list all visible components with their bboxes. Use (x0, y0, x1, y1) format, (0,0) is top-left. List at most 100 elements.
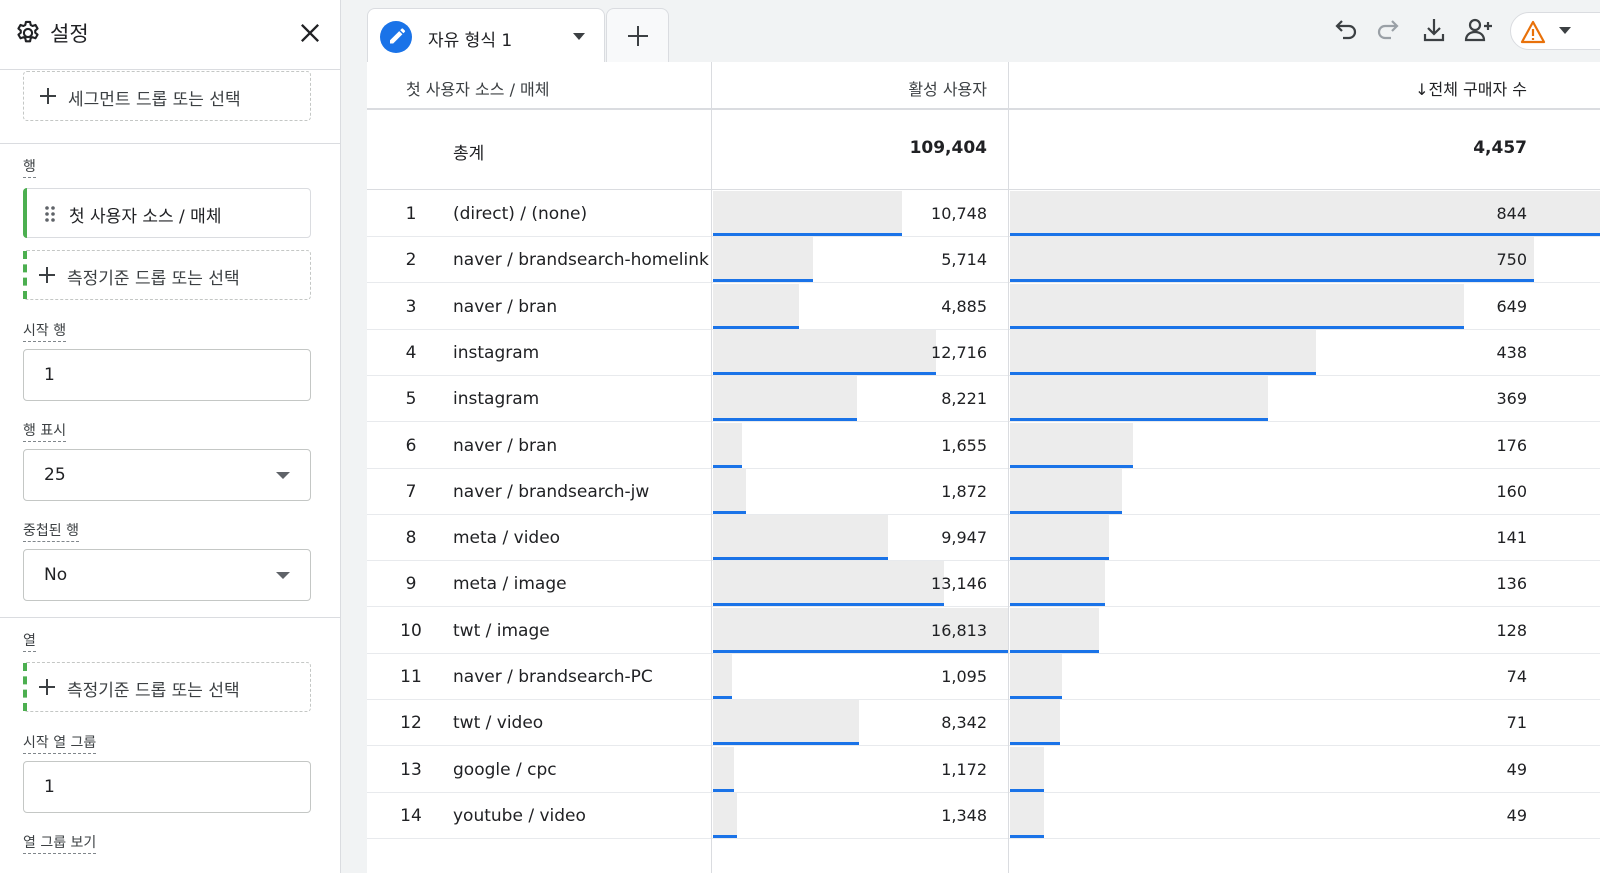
rows-label: 행 (23, 158, 36, 178)
buyers-bar (1010, 422, 1134, 468)
active-users-bar (713, 283, 799, 329)
table-row[interactable]: 6 naver / bran 1,655 176 (367, 422, 1600, 469)
active-users-bar (713, 515, 888, 561)
row-source-medium: naver / bran (453, 435, 558, 456)
row-buyers: 71 (1506, 713, 1527, 733)
buyers-bar (1010, 792, 1045, 838)
row-number: 2 (405, 250, 417, 271)
row-buyers: 369 (1496, 389, 1527, 409)
row-number: 7 (405, 481, 417, 502)
row-active-users: 1,095 (941, 667, 987, 686)
row-active-users: 1,172 (941, 759, 987, 779)
column-metric-drop-label: 측정기준 드롭 또는 선택 (67, 681, 240, 701)
table-row[interactable]: 2 naver / brandsearch-homelink 5,714 750 (367, 237, 1600, 284)
column-divider (1008, 62, 1009, 873)
warning-button[interactable] (1510, 12, 1600, 50)
row-number: 1 (405, 204, 417, 224)
active-users-bar (713, 561, 944, 607)
start-column-group-label: 시작 열 그룹 (23, 734, 97, 754)
table-row[interactable]: 14 youtube / video 1,348 49 (367, 792, 1600, 839)
row-number: 14 (400, 805, 422, 826)
show-rows-select[interactable]: 25 (23, 449, 311, 501)
table-row[interactable]: 5 instagram 8,221 369 (367, 376, 1600, 423)
nested-rows-label: 중첩된 행 (23, 522, 79, 542)
row-buyers: 136 (1496, 574, 1527, 594)
table-row[interactable]: 12 twt / video 8,342 71 (367, 700, 1600, 747)
table-row[interactable]: 13 google / cpc 1,172 49 (367, 746, 1600, 793)
buyers-column-header[interactable]: ↓전체 구매자 수 (1415, 80, 1527, 99)
panel-title: 설정 (50, 22, 89, 46)
total-row: 총계 109,404 4,457 (367, 112, 1600, 190)
active-users-bar (713, 607, 1008, 653)
row-buyers: 128 (1496, 620, 1527, 640)
segment-drop-label: 세그먼트 드롭 또는 선택 (68, 90, 241, 110)
add-tab-button[interactable] (606, 8, 669, 62)
row-number: 8 (405, 528, 417, 549)
chevron-down-icon[interactable] (573, 33, 585, 40)
table-row[interactable]: 4 instagram 12,716 438 (367, 329, 1600, 376)
table-row[interactable]: 1 (direct) / (none) 10,748 844 (367, 191, 1600, 237)
column-metric-drop-zone[interactable]: 측정기준 드롭 또는 선택 (23, 662, 311, 712)
show-rows-label: 행 표시 (23, 422, 67, 442)
table-row[interactable]: 9 meta / image 13,146 136 (367, 561, 1600, 608)
pencil-icon[interactable] (380, 21, 412, 53)
active-users-bar (713, 237, 814, 283)
dimension-column-header[interactable]: 첫 사용자 소스 / 매체 (406, 80, 550, 99)
row-source-medium: youtube / video (453, 805, 586, 826)
table-row[interactable]: 7 naver / brandsearch-jw 1,872 160 (367, 468, 1600, 515)
start-column-group-input[interactable]: 1 (23, 761, 311, 813)
row-source-medium: naver / bran (453, 296, 558, 317)
row-number: 13 (400, 759, 422, 780)
table-row[interactable]: 10 twt / image 16,813 128 (367, 607, 1600, 654)
active-users-column-header[interactable]: 활성 사용자 (908, 80, 987, 99)
row-dimension-chip[interactable]: 첫 사용자 소스 / 매체 (23, 188, 311, 238)
row-dimension-label: 첫 사용자 소스 / 매체 (69, 207, 222, 227)
active-users-bar (713, 191, 902, 236)
gear-icon (17, 20, 39, 43)
nested-rows-value: No (44, 565, 68, 585)
row-active-users: 9,947 (941, 528, 987, 548)
undo-icon[interactable] (1328, 14, 1360, 46)
download-icon[interactable] (1418, 14, 1450, 46)
row-metric-drop-label: 측정기준 드롭 또는 선택 (67, 269, 240, 289)
start-row-value: 1 (44, 365, 55, 385)
active-users-bar (713, 376, 858, 422)
data-table: 첫 사용자 소스 / 매체 활성 사용자 ↓전체 구매자 수 총계 109,40… (367, 62, 1600, 873)
row-source-medium: (direct) / (none) (453, 204, 588, 224)
divider (0, 143, 341, 144)
add-person-icon[interactable] (1462, 14, 1494, 46)
redo-icon[interactable] (1374, 14, 1406, 46)
row-source-medium: google / cpc (453, 759, 557, 780)
table-row[interactable]: 8 meta / video 9,947 141 (367, 515, 1600, 562)
chevron-down-icon (1559, 27, 1571, 34)
start-row-label: 시작 행 (23, 322, 67, 342)
row-metric-drop-zone[interactable]: 측정기준 드롭 또는 선택 (23, 250, 311, 300)
row-number: 9 (405, 574, 417, 595)
buyers-bar (1010, 607, 1100, 653)
nested-rows-select[interactable]: No (23, 549, 311, 601)
start-row-input[interactable]: 1 (23, 349, 311, 401)
buyers-bar (1010, 237, 1535, 283)
row-source-medium: instagram (453, 389, 540, 410)
row-source-medium: naver / brandsearch-homelink (453, 250, 709, 271)
total-buyers: 4,457 (1473, 138, 1527, 158)
row-active-users: 13,146 (931, 574, 987, 594)
table-row[interactable]: 3 naver / bran 4,885 649 (367, 283, 1600, 330)
row-active-users: 1,348 (941, 805, 987, 825)
row-active-users: 10,748 (931, 204, 987, 223)
row-source-medium: meta / image (453, 574, 567, 595)
buyers-bar (1010, 283, 1464, 329)
active-users-bar (713, 329, 937, 375)
tab-freeform-1[interactable]: 자유 형식 1 (367, 8, 605, 62)
row-source-medium: instagram (453, 342, 540, 363)
table-row[interactable]: 11 naver / brandsearch-PC 1,095 74 (367, 654, 1600, 700)
active-users-bar (713, 654, 733, 699)
row-number: 11 (400, 667, 422, 687)
row-number: 12 (400, 713, 422, 734)
row-active-users: 5,714 (941, 250, 987, 270)
close-icon[interactable] (296, 19, 324, 47)
drag-handle-icon[interactable] (44, 205, 56, 223)
columns-label: 열 (23, 632, 36, 652)
segment-drop-zone[interactable]: 세그먼트 드롭 또는 선택 (23, 71, 311, 121)
settings-panel: 설정 세그먼트 드롭 또는 선택 행 첫 사용자 소스 / 매체 측정기준 드롭… (0, 0, 341, 873)
